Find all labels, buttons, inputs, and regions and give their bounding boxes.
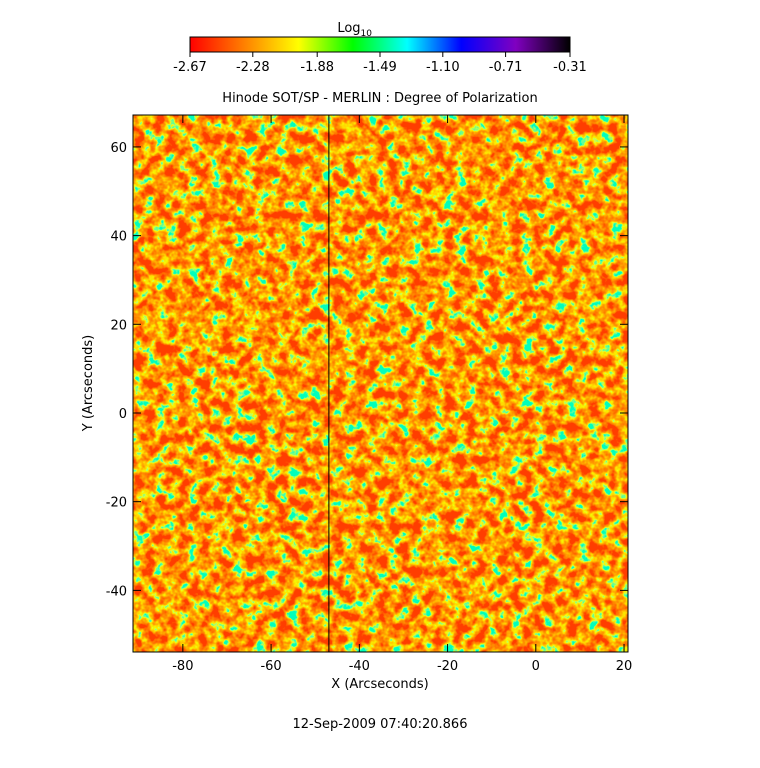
y-tick-label: -40: [106, 584, 127, 599]
x-tick-label: -60: [260, 659, 281, 674]
x-axis-label: X (Arcseconds): [331, 677, 428, 692]
colorbar-label-text: Log: [337, 21, 360, 36]
x-tick-label: 0: [532, 659, 540, 674]
footer: 12-Sep-2009 07:40:20.866: [293, 717, 468, 732]
heatmap-image: [133, 115, 628, 652]
colorbar-tick-label: -0.31: [553, 60, 587, 75]
x-tick-label: -40: [349, 659, 370, 674]
y-axis-label: Y (Arcseconds): [81, 335, 96, 432]
colorbar-label: Log10: [337, 21, 372, 39]
colorbar-tick-label: -1.88: [300, 60, 334, 75]
colorbar-tick-label: -1.10: [426, 60, 460, 75]
y-tick-label: 60: [110, 141, 127, 156]
plot-frame: [132, 114, 629, 653]
colorbar-tick-label: -2.28: [236, 60, 270, 75]
y-tick-label: -20: [106, 496, 127, 511]
colorbar: [189, 36, 571, 53]
colorbar-tick-label: -1.49: [363, 60, 397, 75]
colorbar-tick-label: -2.67: [173, 60, 207, 75]
x-tick-label: -20: [437, 659, 458, 674]
chart-title: Hinode SOT/SP - MERLIN : Degree of Polar…: [222, 91, 537, 106]
y-tick-label: 0: [119, 407, 127, 422]
x-tick-label: 20: [616, 659, 633, 674]
x-tick-label: -80: [172, 659, 193, 674]
colorbar-tick-label: -0.71: [489, 60, 523, 75]
y-tick-label: 20: [110, 318, 127, 333]
y-tick-label: 40: [110, 230, 127, 245]
colorbar-label-subscript: 10: [361, 29, 373, 39]
